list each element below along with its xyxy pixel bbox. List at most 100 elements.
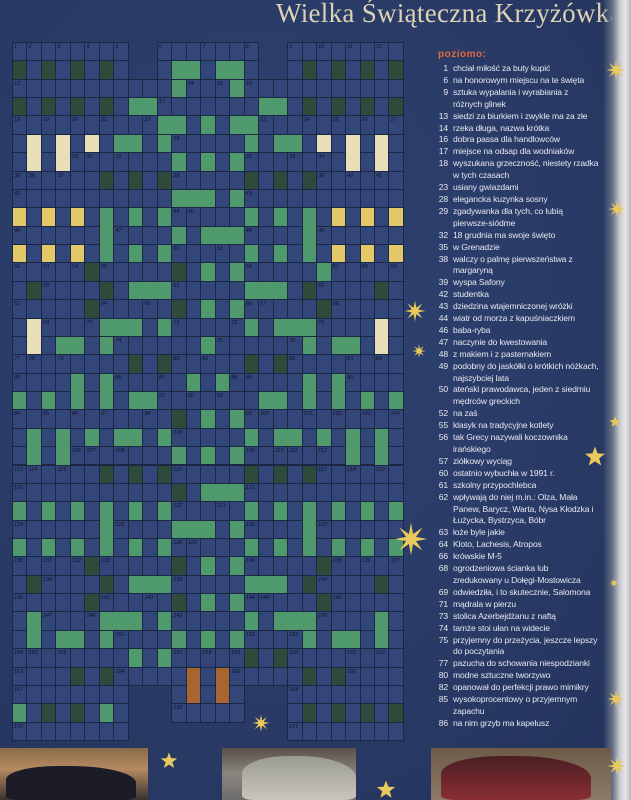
- grid-cell[interactable]: [287, 482, 303, 503]
- grid-cell[interactable]: [127, 188, 144, 209]
- grid-cell[interactable]: [156, 556, 173, 576]
- grid-cell[interactable]: [127, 593, 144, 613]
- grid-cell[interactable]: [26, 537, 42, 558]
- grid-cell[interactable]: [185, 593, 202, 613]
- grid-cell[interactable]: [12, 629, 28, 650]
- grid-cell[interactable]: [258, 482, 274, 503]
- grid-cell[interactable]: [40, 372, 57, 393]
- grid-cell[interactable]: [345, 611, 361, 631]
- grid-cell[interactable]: [156, 188, 173, 209]
- grid-cell[interactable]: [55, 409, 71, 429]
- grid-cell[interactable]: [156, 262, 173, 282]
- grid-cell[interactable]: [301, 299, 318, 319]
- grid-cell[interactable]: [98, 648, 115, 668]
- grid-cell[interactable]: [287, 574, 303, 595]
- grid-cell[interactable]: [40, 42, 57, 62]
- grid-cell[interactable]: [258, 170, 274, 190]
- grid-cell[interactable]: [185, 280, 202, 301]
- grid-cell[interactable]: [200, 317, 216, 337]
- grid-cell[interactable]: [156, 78, 173, 99]
- grid-cell[interactable]: [214, 188, 231, 209]
- grid-cell[interactable]: [84, 409, 100, 429]
- grid-cell[interactable]: [229, 207, 245, 227]
- grid-cell[interactable]: [243, 60, 260, 80]
- grid-cell[interactable]: [69, 684, 86, 705]
- grid-cell[interactable]: [127, 666, 144, 686]
- grid-cell[interactable]: [69, 721, 86, 742]
- grid-cell[interactable]: [316, 244, 332, 264]
- grid-cell[interactable]: [316, 648, 332, 668]
- grid-cell[interactable]: [84, 225, 100, 246]
- grid-cell[interactable]: [156, 409, 173, 429]
- grid-cell[interactable]: [214, 519, 231, 539]
- grid-cell[interactable]: [272, 299, 289, 319]
- grid-cell[interactable]: [229, 133, 245, 154]
- grid-cell[interactable]: [69, 648, 86, 668]
- grid-cell[interactable]: [330, 317, 347, 337]
- grid-cell[interactable]: [171, 391, 187, 411]
- grid-cell[interactable]: [214, 280, 231, 301]
- grid-cell[interactable]: [142, 372, 158, 393]
- grid-cell[interactable]: [185, 611, 202, 631]
- grid-cell[interactable]: [374, 684, 390, 705]
- grid-cell[interactable]: [345, 574, 361, 595]
- grid-cell[interactable]: [388, 666, 404, 686]
- grid-cell[interactable]: [287, 225, 303, 246]
- grid-cell[interactable]: [359, 684, 375, 705]
- grid-cell[interactable]: [142, 207, 158, 227]
- grid-cell[interactable]: [26, 684, 42, 705]
- grid-cell[interactable]: [272, 629, 289, 650]
- grid-cell[interactable]: [359, 354, 375, 374]
- grid-cell[interactable]: [374, 60, 390, 80]
- grid-cell[interactable]: [272, 666, 289, 686]
- grid-cell[interactable]: [258, 225, 274, 246]
- grid-cell[interactable]: [200, 244, 216, 264]
- grid-cell[interactable]: [374, 519, 390, 539]
- grid-cell[interactable]: [301, 152, 318, 172]
- grid-cell[interactable]: [12, 427, 28, 448]
- grid-cell[interactable]: [359, 574, 375, 595]
- grid-cell[interactable]: [214, 703, 231, 723]
- grid-cell[interactable]: [156, 593, 173, 613]
- grid-cell[interactable]: [98, 427, 115, 448]
- grid-cell[interactable]: [200, 78, 216, 99]
- grid-cell[interactable]: [156, 299, 173, 319]
- grid-cell[interactable]: [359, 42, 375, 62]
- grid-cell[interactable]: [142, 354, 158, 374]
- grid-cell[interactable]: [374, 409, 390, 429]
- grid-cell[interactable]: [388, 721, 404, 742]
- grid-cell[interactable]: [69, 78, 86, 99]
- grid-cell[interactable]: [374, 244, 390, 264]
- grid-cell[interactable]: [374, 556, 390, 576]
- grid-cell[interactable]: [69, 170, 86, 190]
- grid-cell[interactable]: [156, 60, 173, 80]
- grid-cell[interactable]: [55, 519, 71, 539]
- grid-cell[interactable]: [287, 244, 303, 264]
- grid-cell[interactable]: [287, 60, 303, 80]
- grid-cell[interactable]: [316, 60, 332, 80]
- grid-cell[interactable]: [98, 42, 115, 62]
- grid-cell[interactable]: [200, 391, 216, 411]
- grid-cell[interactable]: [345, 97, 361, 117]
- grid-cell[interactable]: [84, 629, 100, 650]
- grid-cell[interactable]: [359, 427, 375, 448]
- grid-cell[interactable]: [330, 152, 347, 172]
- grid-cell[interactable]: [316, 482, 332, 503]
- grid-cell[interactable]: [330, 78, 347, 99]
- grid-cell[interactable]: [374, 372, 390, 393]
- grid-cell[interactable]: [40, 684, 57, 705]
- grid-cell[interactable]: [388, 78, 404, 99]
- grid-cell[interactable]: [55, 97, 71, 117]
- grid-cell[interactable]: [113, 703, 129, 723]
- grid-cell[interactable]: [388, 133, 404, 154]
- grid-cell[interactable]: [229, 170, 245, 190]
- grid-cell[interactable]: [287, 170, 303, 190]
- grid-cell[interactable]: [330, 133, 347, 154]
- grid-cell[interactable]: [330, 482, 347, 503]
- grid-cell[interactable]: [185, 97, 202, 117]
- grid-cell[interactable]: [84, 703, 100, 723]
- grid-cell[interactable]: [388, 280, 404, 301]
- grid-cell[interactable]: [127, 115, 144, 135]
- grid-cell[interactable]: [185, 133, 202, 154]
- grid-cell[interactable]: [185, 427, 202, 448]
